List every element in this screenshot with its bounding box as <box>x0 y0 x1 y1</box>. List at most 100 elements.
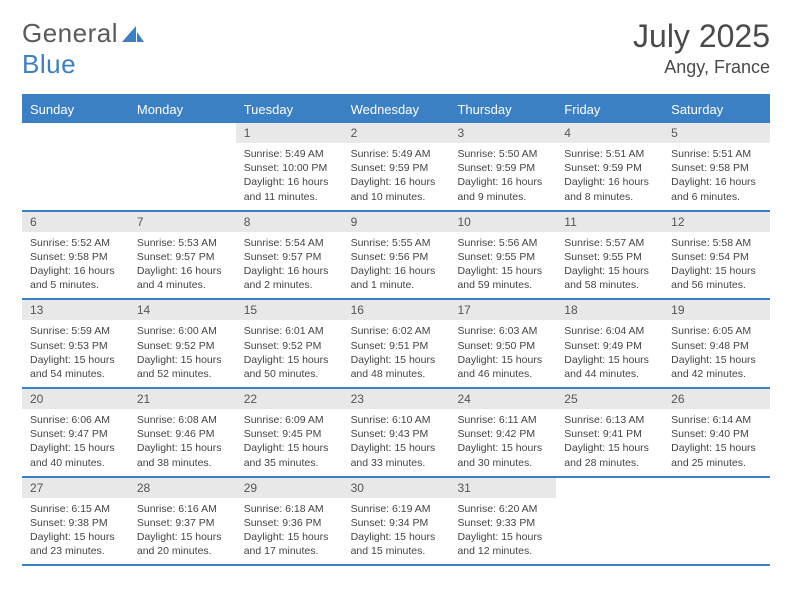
day-details: Sunrise: 6:08 AMSunset: 9:46 PMDaylight:… <box>129 409 236 476</box>
sunset-text: Sunset: 9:54 PM <box>671 250 762 264</box>
calendar-week: 27 Sunrise: 6:15 AMSunset: 9:38 PM Dayligh… <box>22 478 770 567</box>
sunrise-text: Sunrise: 6:16 AM <box>137 502 228 516</box>
day-header: Tuesday <box>236 96 343 123</box>
sunrise-text: Sunrise: 5:49 AM <box>244 147 335 161</box>
day-number: 27 <box>22 478 129 498</box>
calendar-cell <box>556 478 663 565</box>
sunrise-text: Sunrise: 6:10 AM <box>351 413 442 427</box>
calendar-cell: 7Sunrise: 5:53 AMSunset: 9:57 PMDaylight… <box>129 212 236 299</box>
logo-sail-icon <box>122 29 144 46</box>
calendar-week: 1Sunrise: 5:49 AMSunset: 10:00 PMDayligh… <box>22 123 770 212</box>
day-header: Sunday <box>22 96 129 123</box>
daylight-text: Daylight: 16 hours and 1 minute. <box>351 264 442 292</box>
day-number: 28 <box>129 478 236 498</box>
daylight-text: Daylight: 15 hours and 50 minutes. <box>244 353 335 381</box>
daylight-text: Daylight: 15 hours and 20 minutes. <box>137 530 228 558</box>
day-number: 20 <box>22 389 129 409</box>
day-details: Sunrise: 5:59 AMSunset: 9:53 PMDaylight:… <box>22 320 129 387</box>
sunrise-text: Sunrise: 5:55 AM <box>351 236 442 250</box>
calendar-cell: 6Sunrise: 5:52 AMSunset: 9:58 PMDaylight… <box>22 212 129 299</box>
sunrise-text: Sunrise: 6:00 AM <box>137 324 228 338</box>
day-details: Sunrise: 6:00 AMSunset: 9:52 PMDaylight:… <box>129 320 236 387</box>
calendar-cell: 3Sunrise: 5:50 AMSunset: 9:59 PMDaylight… <box>449 123 556 210</box>
logo-word1: General <box>22 18 118 48</box>
sunset-text: Sunset: 9:41 PM <box>564 427 655 441</box>
day-details: Sunrise: 5:49 AMSunset: 9:59 PMDaylight:… <box>343 143 450 210</box>
sunrise-text: Sunrise: 5:49 AM <box>351 147 442 161</box>
day-number: 5 <box>663 123 770 143</box>
sunset-text: Sunset: 9:59 PM <box>457 161 548 175</box>
daylight-text: Daylight: 16 hours and 6 minutes. <box>671 175 762 203</box>
day-details: Sunrise: 5:55 AMSunset: 9:56 PMDaylight:… <box>343 232 450 299</box>
daylight-text: Daylight: 15 hours and 25 minutes. <box>671 441 762 469</box>
calendar-cell <box>129 123 236 210</box>
day-number: 18 <box>556 300 663 320</box>
day-number: 7 <box>129 212 236 232</box>
calendar-week: 13Sunrise: 5:59 AMSunset: 9:53 PMDayligh… <box>22 300 770 389</box>
calendar-cell: 27Sunrise: 6:15 AMSunset: 9:38 PMDayligh… <box>22 478 129 565</box>
day-details: Sunrise: 6:14 AMSunset: 9:40 PMDaylight:… <box>663 409 770 476</box>
daylight-text: Daylight: 15 hours and 40 minutes. <box>30 441 121 469</box>
sunset-text: Sunset: 9:51 PM <box>351 339 442 353</box>
sunset-text: Sunset: 9:56 PM <box>351 250 442 264</box>
logo: General Blue <box>22 18 144 80</box>
sunset-text: Sunset: 9:33 PM <box>457 516 548 530</box>
day-details: Sunrise: 6:10 AMSunset: 9:43 PMDaylight:… <box>343 409 450 476</box>
calendar-cell: 1Sunrise: 5:49 AMSunset: 10:00 PMDayligh… <box>236 123 343 210</box>
sunset-text: Sunset: 9:55 PM <box>564 250 655 264</box>
daylight-text: Daylight: 15 hours and 46 minutes. <box>457 353 548 381</box>
day-details: Sunrise: 6:02 AMSunset: 9:51 PMDaylight:… <box>343 320 450 387</box>
calendar-cell: 2Sunrise: 5:49 AMSunset: 9:59 PMDaylight… <box>343 123 450 210</box>
day-number: 19 <box>663 300 770 320</box>
sunset-text: Sunset: 9:40 PM <box>671 427 762 441</box>
daylight-text: Daylight: 15 hours and 12 minutes. <box>457 530 548 558</box>
sunrise-text: Sunrise: 5:54 AM <box>244 236 335 250</box>
calendar-cell: 14Sunrise: 6:00 AMSunset: 9:52 PMDayligh… <box>129 300 236 387</box>
sunrise-text: Sunrise: 6:13 AM <box>564 413 655 427</box>
calendar-week: 6Sunrise: 5:52 AMSunset: 9:58 PMDaylight… <box>22 212 770 301</box>
day-number: 23 <box>343 389 450 409</box>
calendar-cell: 19Sunrise: 6:05 AMSunset: 9:48 PMDayligh… <box>663 300 770 387</box>
sunset-text: Sunset: 9:55 PM <box>457 250 548 264</box>
day-details: Sunrise: 6:01 AMSunset: 9:52 PMDaylight:… <box>236 320 343 387</box>
day-details: Sunrise: 6:13 AMSunset: 9:41 PMDaylight:… <box>556 409 663 476</box>
sunset-text: Sunset: 9:47 PM <box>30 427 121 441</box>
sunrise-text: Sunrise: 6:15 AM <box>30 502 121 516</box>
daylight-text: Daylight: 15 hours and 58 minutes. <box>564 264 655 292</box>
daylight-text: Daylight: 16 hours and 11 minutes. <box>244 175 335 203</box>
day-details: Sunrise: 5:57 AMSunset: 9:55 PMDaylight:… <box>556 232 663 299</box>
daylight-text: Daylight: 15 hours and 35 minutes. <box>244 441 335 469</box>
sunset-text: Sunset: 9:57 PM <box>244 250 335 264</box>
daylight-text: Daylight: 16 hours and 8 minutes. <box>564 175 655 203</box>
day-number: 25 <box>556 389 663 409</box>
sunset-text: Sunset: 9:36 PM <box>244 516 335 530</box>
sunset-text: Sunset: 9:58 PM <box>30 250 121 264</box>
calendar-cell: 12Sunrise: 5:58 AMSunset: 9:54 PMDayligh… <box>663 212 770 299</box>
day-number: 9 <box>343 212 450 232</box>
sunset-text: Sunset: 9:38 PM <box>30 516 121 530</box>
day-header: Friday <box>556 96 663 123</box>
sunrise-text: Sunrise: 5:57 AM <box>564 236 655 250</box>
sunset-text: Sunset: 9:34 PM <box>351 516 442 530</box>
calendar-cell: 17Sunrise: 6:03 AMSunset: 9:50 PMDayligh… <box>449 300 556 387</box>
day-details: Sunrise: 6:04 AMSunset: 9:49 PMDaylight:… <box>556 320 663 387</box>
sunrise-text: Sunrise: 6:18 AM <box>244 502 335 516</box>
day-details: Sunrise: 5:50 AMSunset: 9:59 PMDaylight:… <box>449 143 556 210</box>
sunset-text: Sunset: 9:45 PM <box>244 427 335 441</box>
sunrise-text: Sunrise: 6:11 AM <box>457 413 548 427</box>
sunset-text: Sunset: 9:46 PM <box>137 427 228 441</box>
day-number: 13 <box>22 300 129 320</box>
calendar-cell: 30Sunrise: 6:19 AMSunset: 9:34 PMDayligh… <box>343 478 450 565</box>
sunset-text: Sunset: 9:52 PM <box>244 339 335 353</box>
sunset-text: Sunset: 9:52 PM <box>137 339 228 353</box>
day-details: Sunrise: 5:56 AMSunset: 9:55 PMDaylight:… <box>449 232 556 299</box>
daylight-text: Daylight: 15 hours and 54 minutes. <box>30 353 121 381</box>
sunset-text: Sunset: 10:00 PM <box>244 161 335 175</box>
calendar-cell: 15Sunrise: 6:01 AMSunset: 9:52 PMDayligh… <box>236 300 343 387</box>
day-details: Sunrise: 6:18 AMSunset: 9:36 PMDaylight:… <box>236 498 343 565</box>
calendar-cell <box>22 123 129 210</box>
calendar-header-row: Sunday Monday Tuesday Wednesday Thursday… <box>22 96 770 123</box>
daylight-text: Daylight: 15 hours and 15 minutes. <box>351 530 442 558</box>
calendar-cell: 25Sunrise: 6:13 AMSunset: 9:41 PMDayligh… <box>556 389 663 476</box>
sunrise-text: Sunrise: 5:51 AM <box>671 147 762 161</box>
